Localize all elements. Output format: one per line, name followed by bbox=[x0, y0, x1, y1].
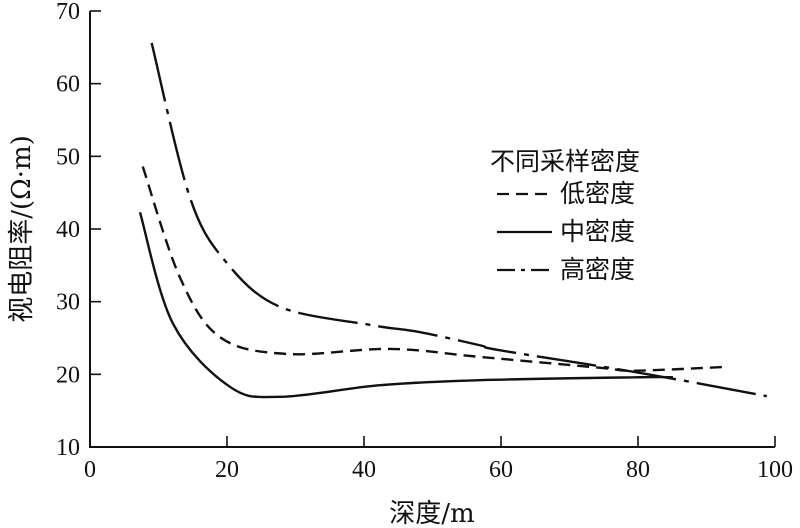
y-tick-label: 50 bbox=[56, 144, 80, 170]
x-tick-label: 60 bbox=[489, 457, 513, 483]
x-axis-label: 深度/m bbox=[389, 499, 474, 528]
x-tick-label: 20 bbox=[215, 457, 239, 483]
series-line-dashed bbox=[141, 166, 723, 372]
x-tick-label: 40 bbox=[352, 457, 376, 483]
y-tick-label: 40 bbox=[56, 217, 80, 243]
y-axis-label: 视电阻率/(Ω·m) bbox=[7, 135, 37, 323]
y-tick-label: 60 bbox=[56, 72, 80, 98]
series-line-dash-dot bbox=[150, 42, 767, 398]
x-tick-label: 80 bbox=[626, 457, 650, 483]
x-tick-label: 100 bbox=[757, 457, 793, 483]
y-tick-label: 20 bbox=[56, 362, 80, 388]
y-tick-label: 10 bbox=[56, 435, 80, 461]
legend-entry: 中密度 bbox=[560, 217, 635, 246]
y-tick-label: 30 bbox=[56, 290, 80, 316]
series-line-solid bbox=[138, 211, 673, 399]
legend-title: 不同采样密度 bbox=[490, 147, 640, 176]
x-tick-label: 0 bbox=[84, 457, 96, 483]
y-tick-label: 70 bbox=[56, 0, 80, 25]
legend-entry: 高密度 bbox=[560, 255, 635, 284]
legend-entry: 低密度 bbox=[560, 179, 635, 208]
